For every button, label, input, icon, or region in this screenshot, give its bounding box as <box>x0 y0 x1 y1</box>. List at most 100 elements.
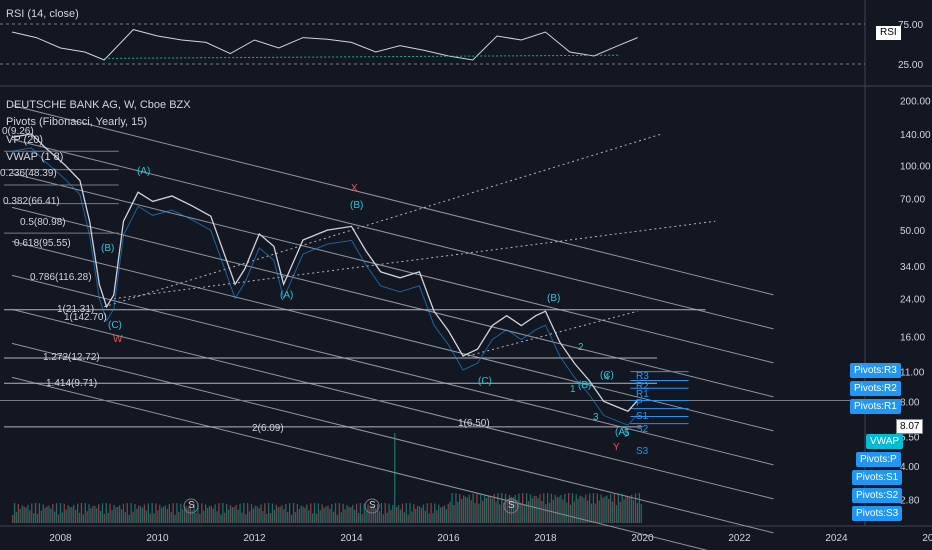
price-tick-label: 100.00 <box>900 161 931 172</box>
volume-bar <box>510 496 512 523</box>
volume-bar <box>524 504 526 523</box>
volume-bar <box>447 503 449 523</box>
volume-bar <box>292 503 295 523</box>
volume-bar <box>550 493 553 523</box>
volume-bar <box>208 506 211 523</box>
volume-bar <box>581 496 583 523</box>
rsi-title[interactable]: RSI (14, close) <box>6 8 79 20</box>
price-tick-label: 70.00 <box>900 195 925 206</box>
volume-bar <box>556 497 558 523</box>
volume-bar <box>388 503 390 523</box>
volume-bar <box>269 513 272 523</box>
volume-bar <box>390 509 392 523</box>
wave-label: X <box>351 183 358 194</box>
volume-bar <box>455 493 457 523</box>
pivot-tag: Pivots:S1 <box>852 470 903 485</box>
volume-bar <box>38 503 40 523</box>
volume-bar <box>457 501 459 523</box>
price-tick-label: 50.00 <box>900 226 925 237</box>
volume-bar <box>579 495 581 523</box>
volume-bar <box>428 513 430 523</box>
vwap-indicator-label[interactable]: VWAP (1 8) <box>6 151 64 163</box>
volume-bar <box>264 503 266 523</box>
volume-bar <box>99 511 102 523</box>
price-tick-label: 24.00 <box>900 295 925 306</box>
volume-bar <box>451 493 453 523</box>
vp-indicator-label[interactable]: VP (20) <box>6 134 44 146</box>
volume-bar <box>367 504 369 523</box>
pivots-indicator-label[interactable]: Pivots (Fibonacci, Yearly, 15) <box>6 116 148 128</box>
volume-bar <box>84 503 86 523</box>
time-tick-label: 2010 <box>146 533 169 544</box>
volume-bar <box>29 510 31 523</box>
volume-bar <box>162 506 165 523</box>
volume-bar <box>75 509 77 523</box>
volume-bar <box>527 501 530 523</box>
rsi-tick-label: 25.00 <box>898 60 923 71</box>
volume-bar <box>313 503 316 523</box>
volume-bar <box>193 503 195 523</box>
volume-bar <box>440 507 442 523</box>
volume-bar <box>625 495 627 523</box>
volume-bar <box>468 494 470 523</box>
volume-bar <box>258 508 260 523</box>
volume-bar <box>306 504 308 523</box>
volume-bar <box>608 498 610 523</box>
volume-bar <box>535 496 537 523</box>
volume-bar <box>350 507 352 523</box>
volume-bar <box>543 493 545 523</box>
volume-bar <box>141 507 144 523</box>
volume-bar <box>132 511 134 523</box>
volume-bar <box>480 493 482 523</box>
volume-bar <box>493 494 495 523</box>
volume-bar <box>214 504 216 523</box>
volume-bar <box>472 493 474 523</box>
volume-bar <box>237 509 239 523</box>
volume-bar <box>153 513 155 523</box>
volume-bar <box>250 504 253 523</box>
pivot-tag: Pivots:R1 <box>850 399 901 414</box>
pivot-short-label: S3 <box>636 446 649 457</box>
volume-bar <box>438 504 440 523</box>
rsi-badge: RSI <box>876 26 901 40</box>
volume-bar <box>254 505 256 523</box>
volume-bar <box>147 503 149 523</box>
pivot-short-label: S1 <box>636 411 649 422</box>
volume-bar <box>529 494 532 523</box>
volume-bar <box>331 504 333 523</box>
volume-bar <box>57 514 60 523</box>
fib-label: 0.786(116.28) <box>30 272 92 283</box>
volume-bar <box>55 503 58 523</box>
volume-bar <box>34 503 37 523</box>
volume-bar <box>252 508 254 523</box>
volume-bar <box>138 505 140 523</box>
volume-bar <box>380 503 382 523</box>
volume-bar <box>334 503 337 523</box>
channel-line <box>11 104 774 296</box>
volume-bar <box>174 514 176 523</box>
volume-bar <box>88 504 90 523</box>
volume-bar <box>130 503 132 523</box>
volume-bar <box>464 496 467 523</box>
pivot-tag: Pivots:R2 <box>850 381 901 396</box>
volume-bar <box>145 510 147 523</box>
volume-bar <box>399 509 402 523</box>
volume-bar <box>96 508 98 523</box>
volume-bar <box>419 506 421 523</box>
volume-bar <box>568 493 570 523</box>
volume-bar <box>602 497 604 523</box>
volume-bar <box>12 515 14 523</box>
volume-bar <box>627 496 629 523</box>
volume-bar <box>69 507 71 523</box>
split-marker-label: S <box>508 500 515 511</box>
wave-label: (C) <box>478 376 492 387</box>
volume-bar <box>80 503 83 523</box>
price-tick-label: 5.50 <box>900 432 920 443</box>
chart-title[interactable]: DEUTSCHE BANK AG, W, Cboe BZX <box>6 99 191 111</box>
volume-bar <box>537 498 539 523</box>
volume-bar <box>15 511 18 523</box>
wave-label: (C) <box>108 320 122 331</box>
volume-bar <box>159 504 161 523</box>
volume-bar <box>357 512 360 523</box>
volume-bar <box>122 503 125 523</box>
